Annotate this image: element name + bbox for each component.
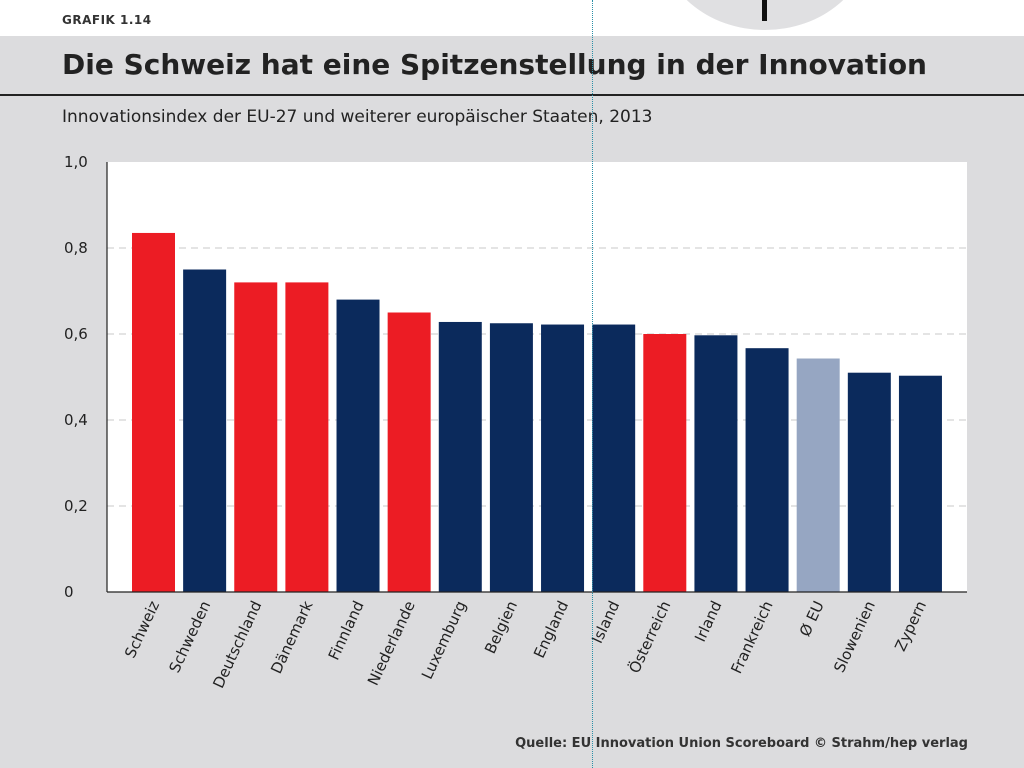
- bar-9: [592, 324, 636, 592]
- bars: [132, 232, 942, 592]
- bar-11: [694, 335, 738, 592]
- x-tick-label: Frankreich: [727, 598, 776, 676]
- x-tick-label: Ø EU: [796, 598, 828, 639]
- bar-14: [847, 372, 891, 592]
- x-tick-label: Slowenien: [830, 598, 879, 675]
- bar-6: [438, 321, 482, 592]
- y-tick-labels: 0 0,2 0,4 0,6 0,8 1,0: [64, 153, 88, 601]
- bar-12: [745, 348, 789, 592]
- x-tick-label: Deutschland: [209, 598, 265, 691]
- bar-1: [183, 269, 227, 592]
- source-note: Quelle: EU Innovation Union Scoreboard ©…: [515, 736, 968, 751]
- y-tick-label: 1,0: [64, 153, 88, 171]
- bar-15: [898, 375, 942, 592]
- axes: [106, 162, 967, 593]
- bar-10: [643, 334, 687, 592]
- bar-2: [234, 282, 278, 592]
- top-strip: GRAFIK 1.14: [0, 0, 1024, 36]
- y-tick-label: 0,4: [64, 411, 88, 429]
- x-tick-label: Schweiz: [121, 598, 163, 661]
- y-tick-label: 0,6: [64, 325, 88, 343]
- x-tick-label: Niederlande: [364, 598, 419, 688]
- x-tick-label: Island: [588, 598, 623, 646]
- chart-subtitle: Innovationsindex der EU-27 und weiterer …: [62, 107, 653, 127]
- gauge-needle-icon: [762, 0, 767, 21]
- x-tick-label: Zypern: [891, 598, 930, 654]
- guide-line: [592, 0, 593, 768]
- x-tick-label: Dänemark: [267, 598, 316, 677]
- y-tick-label: 0,2: [64, 497, 88, 515]
- bar-0: [132, 232, 175, 592]
- y-tick-label: 0: [64, 583, 74, 601]
- x-tick-label: Finnland: [325, 598, 368, 663]
- bar-4: [336, 299, 380, 592]
- title-divider: [0, 94, 1024, 96]
- bar-8: [541, 324, 585, 592]
- x-tick-label: Luxemburg: [418, 598, 470, 682]
- x-tick-label: Belgien: [481, 598, 521, 656]
- x-tick-label: Irland: [691, 598, 725, 645]
- x-tick-label: Schweden: [165, 598, 214, 675]
- x-tick-label: Österreich: [624, 598, 674, 676]
- page-title: Die Schweiz hat eine Spitzenstellung in …: [62, 48, 927, 81]
- bar-13: [796, 358, 840, 592]
- y-tick-label: 0,8: [64, 239, 88, 257]
- bar-3: [285, 282, 329, 592]
- x-tick-label: England: [530, 598, 572, 661]
- figure-label: GRAFIK 1.14: [62, 13, 152, 27]
- bar-5: [387, 312, 431, 592]
- bar-7: [489, 323, 533, 592]
